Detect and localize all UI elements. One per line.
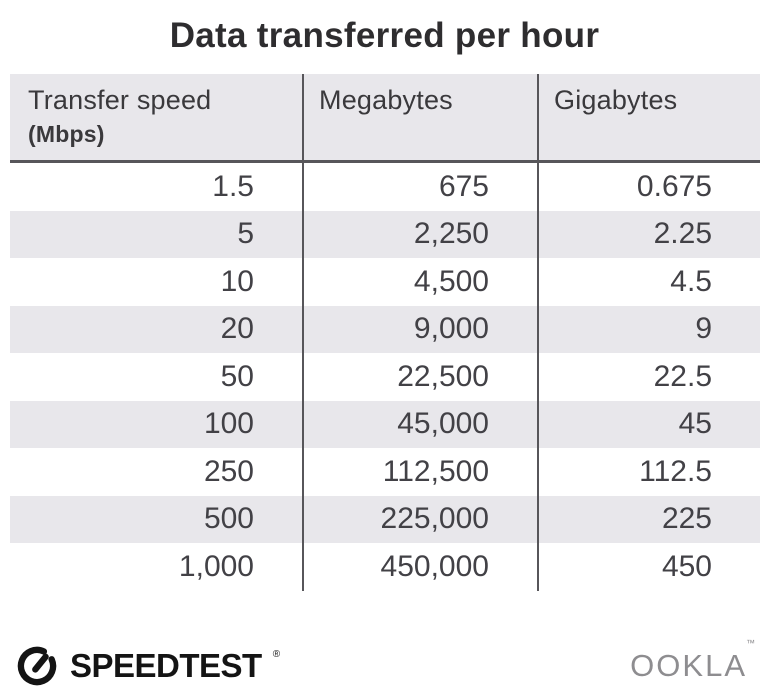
cell-gigabytes: 4.5 [670, 264, 712, 298]
data-table: Transfer speed (Mbps) Megabytes Gigabyte… [10, 74, 760, 591]
header-label: Megabytes [319, 85, 453, 115]
cell-transfer-speed: 5 [10, 210, 304, 258]
cell-megabytes: 112,500 [304, 448, 539, 496]
cell-transfer-speed: 50 [10, 353, 304, 401]
footer: SPEEDTEST ® OOKLA™ [14, 638, 756, 694]
cell-transfer-speed: 20 [10, 305, 304, 353]
speedtest-wordmark: SPEEDTEST [70, 647, 262, 684]
cell-gigabytes: 9 [695, 312, 712, 346]
header-cell-gigabytes: Gigabytes [539, 74, 760, 160]
table-row: 100 45,000 45 [10, 400, 760, 448]
cell-megabytes: 9,000 [304, 305, 539, 353]
page-title: Data transferred per hour [169, 16, 600, 55]
speedtest-logo: SPEEDTEST ® [14, 643, 281, 689]
cell-megabytes: 4,500 [304, 258, 539, 306]
cell-transfer-speed: 100 [10, 400, 304, 448]
table-row: 20 9,000 9 [10, 305, 760, 353]
header-sublabel-mbps: (Mbps) [28, 121, 105, 147]
table-row: 250 112,500 112.5 [10, 448, 760, 496]
header-label: Gigabytes [554, 85, 678, 115]
table-body: 1.5 675 0.675 5 2,250 2.25 10 4,500 4.5 … [10, 163, 760, 591]
cell-megabytes: 22,500 [304, 353, 539, 401]
header-cell-transfer-speed: Transfer speed (Mbps) [10, 74, 304, 160]
cell-gigabytes: 22.5 [653, 359, 712, 393]
cell-megabytes: 675 [304, 163, 539, 211]
cell-transfer-speed: 1.5 [10, 163, 304, 211]
table-row: 500 225,000 225 [10, 495, 760, 543]
table-header-row: Transfer speed (Mbps) Megabytes Gigabyte… [10, 74, 760, 163]
cell-gigabytes: 45 [678, 407, 712, 441]
cell-megabytes: 2,250 [304, 210, 539, 258]
cell-gigabytes: 2.25 [653, 217, 712, 251]
registered-trademark-symbol: ® [272, 648, 281, 660]
cell-gigabytes: 0.675 [636, 169, 712, 203]
cell-megabytes: 225,000 [304, 495, 539, 543]
table-row: 1.5 675 0.675 [10, 163, 760, 211]
ookla-logo: OOKLA™ [630, 638, 756, 684]
cell-transfer-speed: 250 [10, 448, 304, 496]
cell-megabytes: 45,000 [304, 400, 539, 448]
cell-gigabytes: 225 [661, 502, 712, 536]
table-row: 1,000 450,000 450 [10, 543, 760, 591]
trademark-symbol: ™ [746, 638, 755, 648]
header-label: Transfer speed [28, 85, 212, 115]
cell-transfer-speed: 10 [10, 258, 304, 306]
cell-gigabytes: 112.5 [639, 454, 712, 488]
cell-megabytes: 450,000 [304, 543, 539, 591]
table-row: 10 4,500 4.5 [10, 258, 760, 306]
speedtest-gauge-icon [14, 643, 60, 689]
cell-transfer-speed: 500 [10, 495, 304, 543]
cell-gigabytes: 450 [661, 549, 712, 583]
table-row: 5 2,250 2.25 [10, 210, 760, 258]
ookla-wordmark: OOKLA [630, 648, 747, 683]
header-cell-megabytes: Megabytes [304, 74, 539, 160]
cell-transfer-speed: 1,000 [10, 543, 304, 591]
table-row: 50 22,500 22.5 [10, 353, 760, 401]
